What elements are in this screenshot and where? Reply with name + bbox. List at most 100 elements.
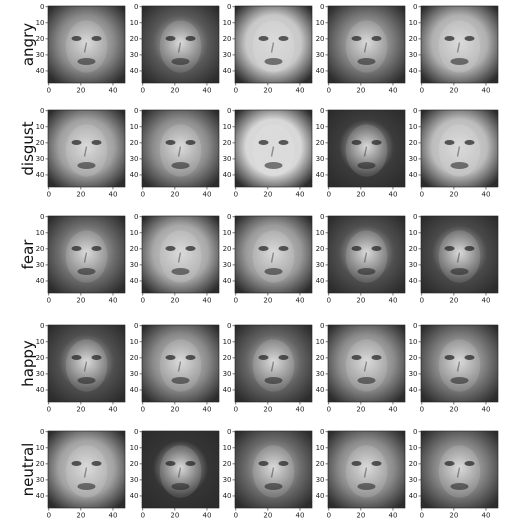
y-tick-label: 30 (130, 51, 139, 59)
y-tick-label: 10 (223, 123, 232, 131)
y-tick-label: 20 (409, 460, 418, 468)
y-tick-label: 30 (316, 155, 325, 163)
x-tick-label: 0 (234, 87, 238, 95)
y-tick-label: 30 (316, 370, 325, 378)
mouth (358, 377, 376, 384)
y-tick-label: 10 (36, 338, 45, 346)
y-tick-label: 10 (130, 338, 139, 346)
y-tick-label: 0 (134, 107, 138, 115)
x-tick-label: 20 (449, 297, 458, 305)
eye-left (166, 36, 176, 41)
eye-right (279, 355, 289, 360)
y-tick-label: 0 (227, 428, 231, 436)
x-tick-label: 40 (389, 512, 398, 520)
x-tick-label: 0 (141, 297, 145, 305)
y-tick-label: 40 (223, 67, 232, 75)
y-tick-label: 20 (36, 139, 45, 147)
y-tick-label: 10 (316, 19, 325, 27)
y-tick-label: 0 (413, 213, 417, 221)
mouth (265, 58, 283, 65)
eye-left (259, 355, 269, 360)
y-tick-label: 0 (320, 213, 324, 221)
panel-fear-5: 0 20 40 0 10 20 30 40 (409, 213, 498, 305)
y-tick-label: 40 (36, 492, 45, 500)
x-tick-label: 40 (109, 87, 118, 95)
x-tick-label: 0 (47, 87, 51, 95)
panel-disgust-1: 0 20 40010203040 (36, 107, 125, 199)
y-tick-label: 30 (409, 476, 418, 484)
y-tick-label: 20 (409, 139, 418, 147)
panel-angry-4: 0 20 40010203040 (316, 3, 405, 95)
y-tick-label: 30 (36, 370, 45, 378)
mouth (451, 483, 469, 490)
x-tick-label: 20 (263, 87, 272, 95)
eye-left (72, 36, 82, 41)
x-tick-label: 0 (420, 87, 424, 95)
x-tick-label: 20 (356, 191, 365, 199)
x-tick-label: 40 (482, 512, 491, 520)
y-tick-label: 10 (36, 19, 45, 27)
x-tick-label: 20 (76, 512, 85, 520)
panel-disgust-2: 0 20 40010203040 (130, 107, 219, 199)
y-tick-label: 40 (130, 386, 139, 394)
panel-neutral-3: 0 20 40010203040 (223, 428, 312, 520)
x-tick-label: 20 (170, 191, 179, 199)
x-tick-label: 0 (327, 297, 331, 305)
x-tick-label: 0 (420, 191, 424, 199)
x-tick-label: 0 (234, 191, 238, 199)
x-tick-label: 0 (327, 512, 331, 520)
x-tick-label: 20 (170, 297, 179, 305)
eye-left (352, 246, 362, 251)
eye-left (72, 355, 82, 360)
eye-right (372, 246, 382, 251)
y-tick-label: 30 (316, 51, 325, 59)
y-tick-label: 30 (409, 261, 418, 269)
row-label-fear: fear (19, 239, 37, 270)
y-tick-label: 40 (36, 67, 45, 75)
eye-left (445, 140, 455, 145)
x-tick-label: 20 (76, 297, 85, 305)
y-tick-label: 0 (40, 213, 44, 221)
x-tick-label: 20 (263, 512, 272, 520)
x-tick-label: 20 (356, 87, 365, 95)
y-tick-label: 30 (36, 476, 45, 484)
y-tick-label: 40 (409, 492, 418, 500)
x-tick-label: 0 (327, 406, 331, 414)
y-tick-label: 40 (409, 386, 418, 394)
y-tick-label: 10 (316, 338, 325, 346)
eye-right (372, 355, 382, 360)
x-tick-label: 40 (109, 191, 118, 199)
mouth (78, 377, 96, 384)
row-label-neutral: neutral (19, 443, 37, 497)
x-tick-label: 20 (170, 406, 179, 414)
y-tick-label: 10 (409, 123, 418, 131)
y-tick-label: 20 (316, 460, 325, 468)
x-tick-label: 40 (203, 512, 212, 520)
eye-left (445, 355, 455, 360)
eye-left (259, 461, 269, 466)
y-tick-label: 0 (413, 3, 417, 11)
panel-angry-3: 0 20 40010203040 (223, 3, 312, 95)
x-tick-label: 0 (234, 512, 238, 520)
x-tick-label: 0 (234, 406, 238, 414)
y-tick-label: 10 (316, 229, 325, 237)
y-tick-label: 40 (36, 386, 45, 394)
row-label-angry: angry (19, 23, 37, 66)
panel-disgust-4: 0 20 40010203040 (316, 107, 405, 199)
x-tick-label: 40 (296, 87, 305, 95)
x-tick-label: 40 (203, 297, 212, 305)
y-tick-label: 30 (316, 476, 325, 484)
eye-right (279, 461, 289, 466)
x-tick-label: 20 (170, 87, 179, 95)
x-tick-label: 20 (76, 406, 85, 414)
eye-right (186, 36, 196, 41)
eye-right (92, 140, 102, 145)
y-tick-label: 30 (409, 370, 418, 378)
panel-fear-1: 0 20 40 0 10 20 30 40 (36, 213, 125, 305)
y-tick-label: 20 (130, 139, 139, 147)
x-tick-label: 20 (263, 191, 272, 199)
x-tick-label: 40 (482, 191, 491, 199)
x-tick-label: 0 (47, 297, 51, 305)
y-tick-label: 30 (36, 261, 45, 269)
x-tick-label: 0 (47, 191, 51, 199)
